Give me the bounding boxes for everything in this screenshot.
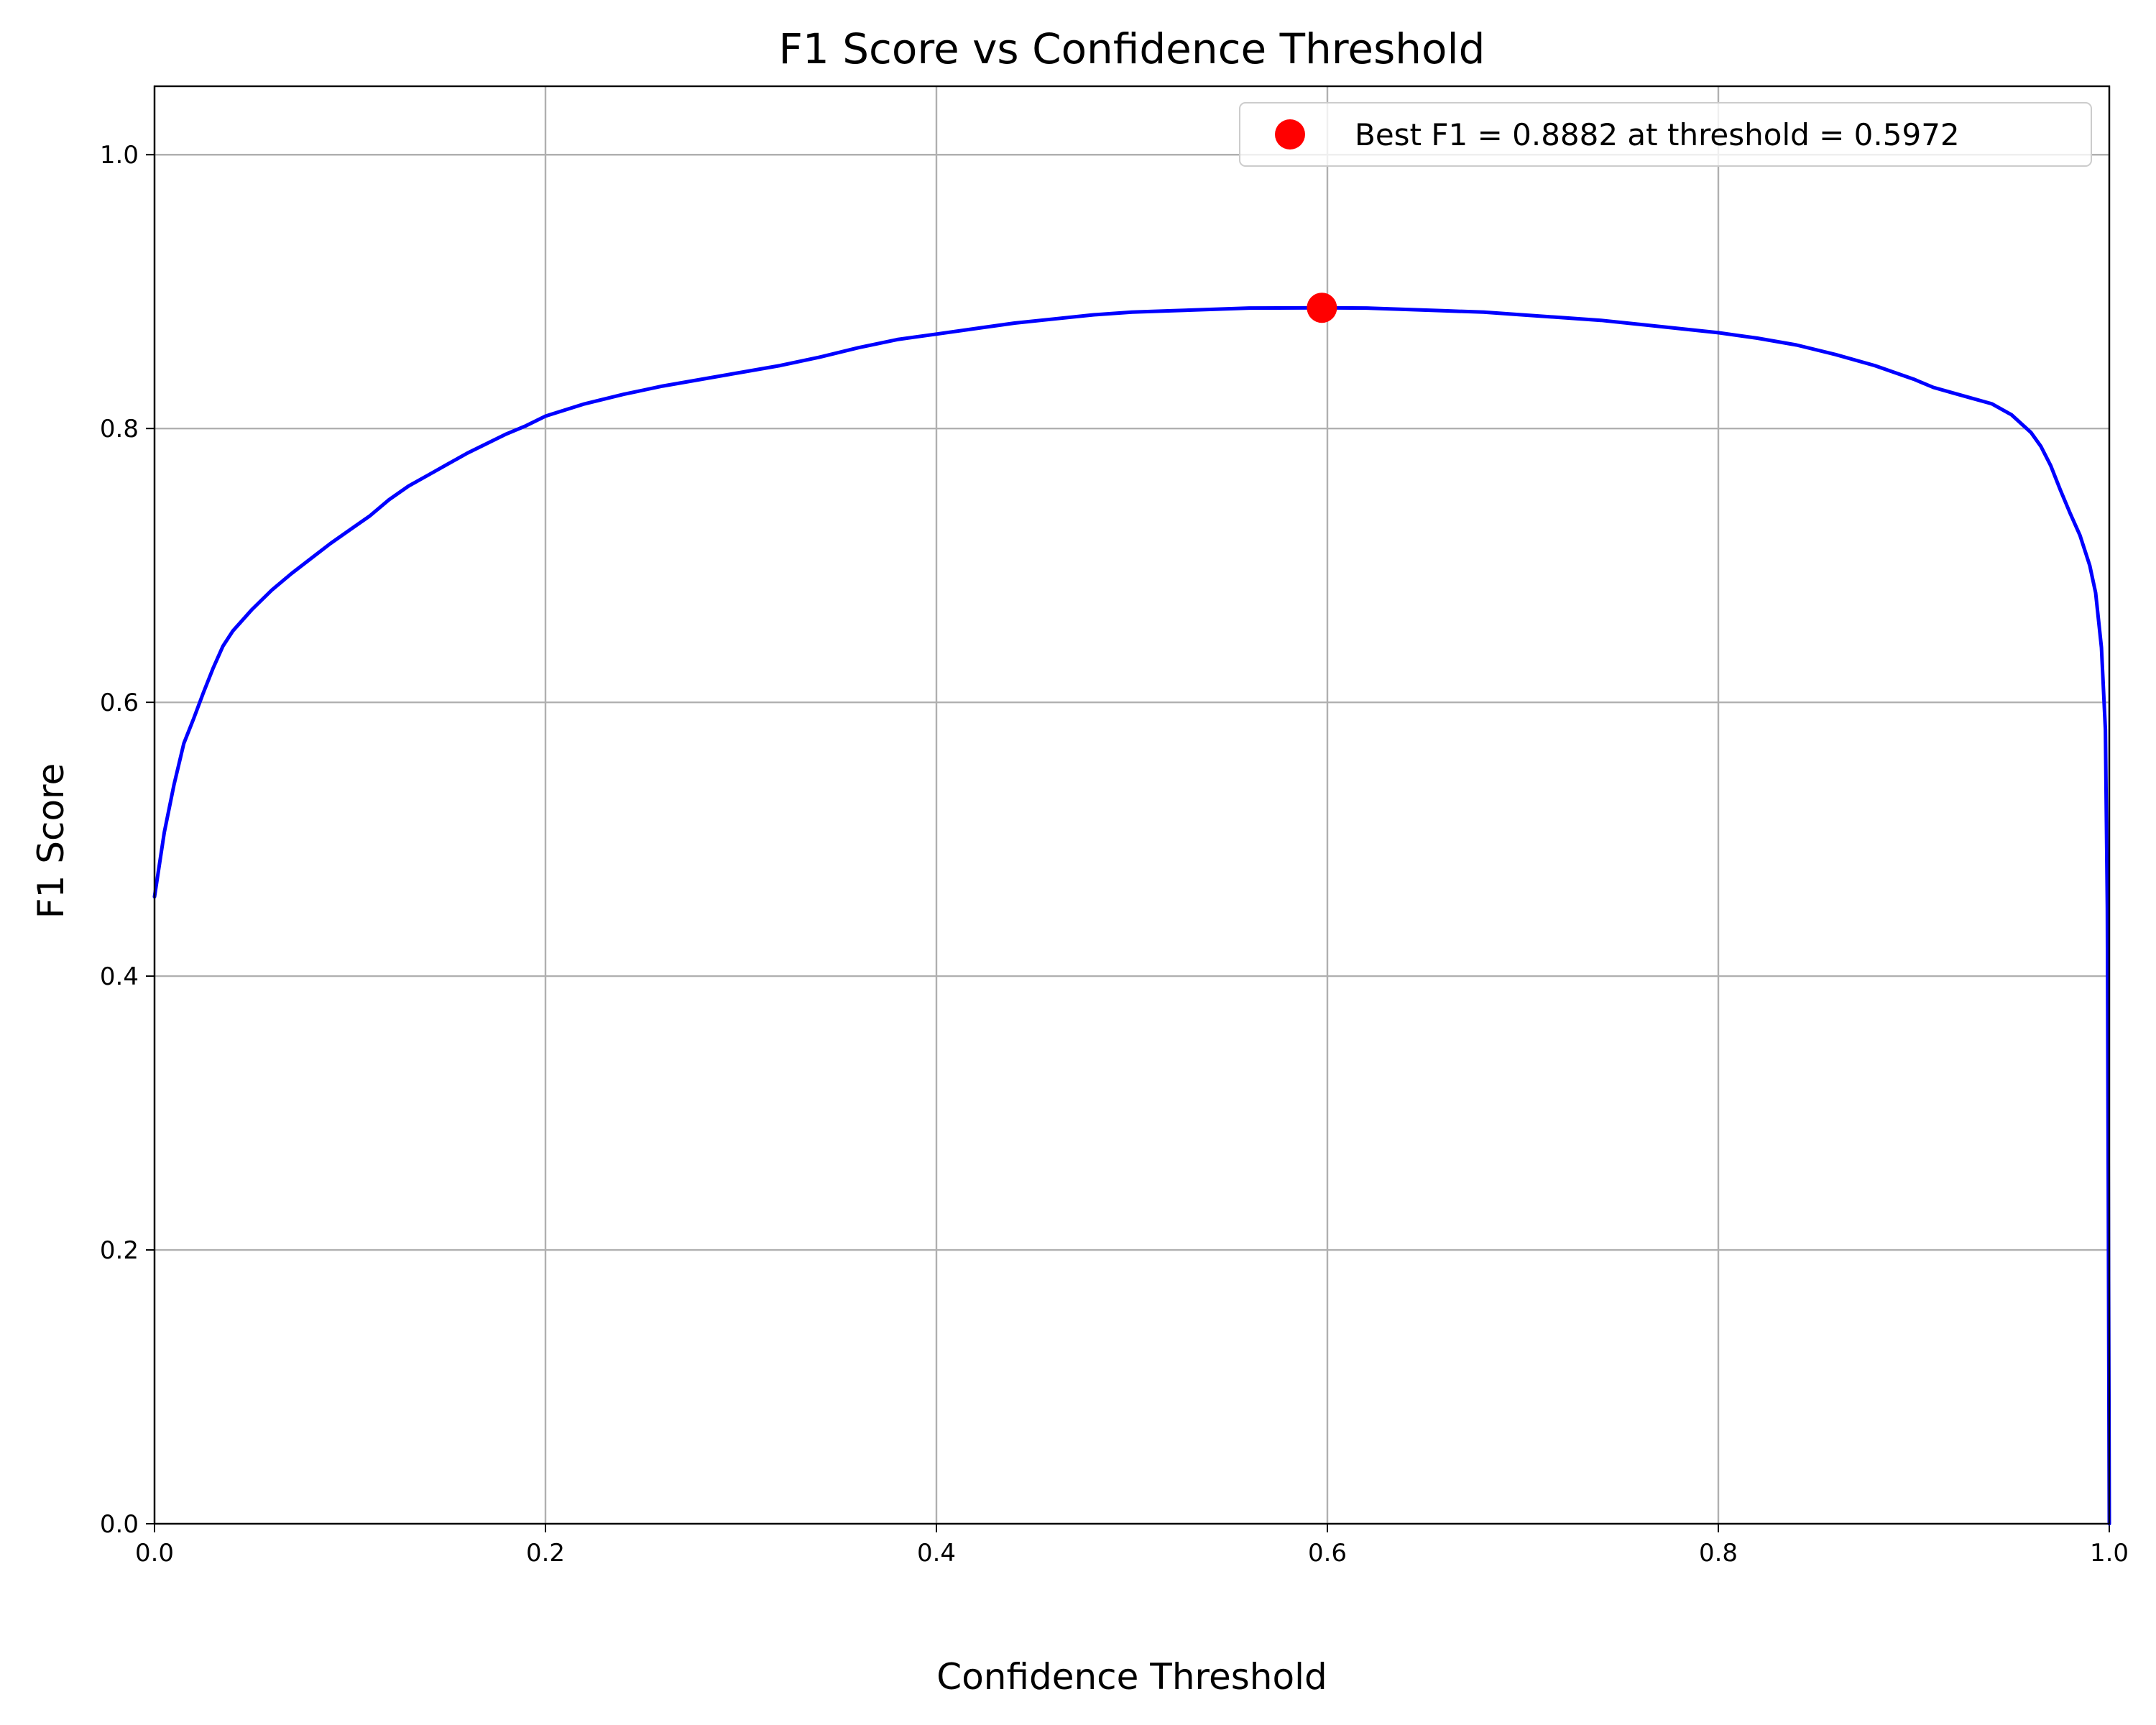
x-tick-label: 0.2 bbox=[526, 1539, 565, 1568]
f1-curve bbox=[152, 305, 2111, 1526]
legend: Best F1 = 0.8882 at threshold = 0.5972 bbox=[1239, 102, 2092, 167]
legend-entry: Best F1 = 0.8882 at threshold = 0.5972 bbox=[1355, 117, 1960, 152]
ticks: 0.0 0.2 0.4 0.6 0.8 1.0 0.0 0.2 0.4 0.6 0.8 1.0 bbox=[100, 141, 2129, 1568]
x-tick-label: 1.0 bbox=[2090, 1539, 2129, 1568]
x-tick-label: 0.8 bbox=[1699, 1539, 1738, 1568]
x-tick-label: 0.6 bbox=[1308, 1539, 1347, 1568]
y-axis-label: F1 Score bbox=[30, 763, 72, 919]
y-tick-label: 0.8 bbox=[100, 415, 139, 443]
legend-marker bbox=[1275, 119, 1305, 150]
plot-frame bbox=[153, 85, 2111, 1525]
legend-box bbox=[1239, 102, 2092, 167]
best-f1-point bbox=[1307, 293, 1337, 323]
data-layer bbox=[152, 293, 2111, 1526]
y-tick-label: 0.4 bbox=[100, 962, 139, 991]
y-tick-label: 0.6 bbox=[100, 689, 139, 717]
y-tick-label: 0.0 bbox=[100, 1510, 139, 1539]
x-tick-label: 0.4 bbox=[917, 1539, 956, 1568]
x-axis-label: Confidence Threshold bbox=[936, 1656, 1327, 1698]
y-tick-label: 1.0 bbox=[100, 141, 139, 170]
chart-title: F1 Score vs Confidence Threshold bbox=[779, 24, 1485, 73]
y-tick-label: 0.2 bbox=[100, 1236, 139, 1265]
x-tick-label: 0.0 bbox=[135, 1539, 174, 1568]
